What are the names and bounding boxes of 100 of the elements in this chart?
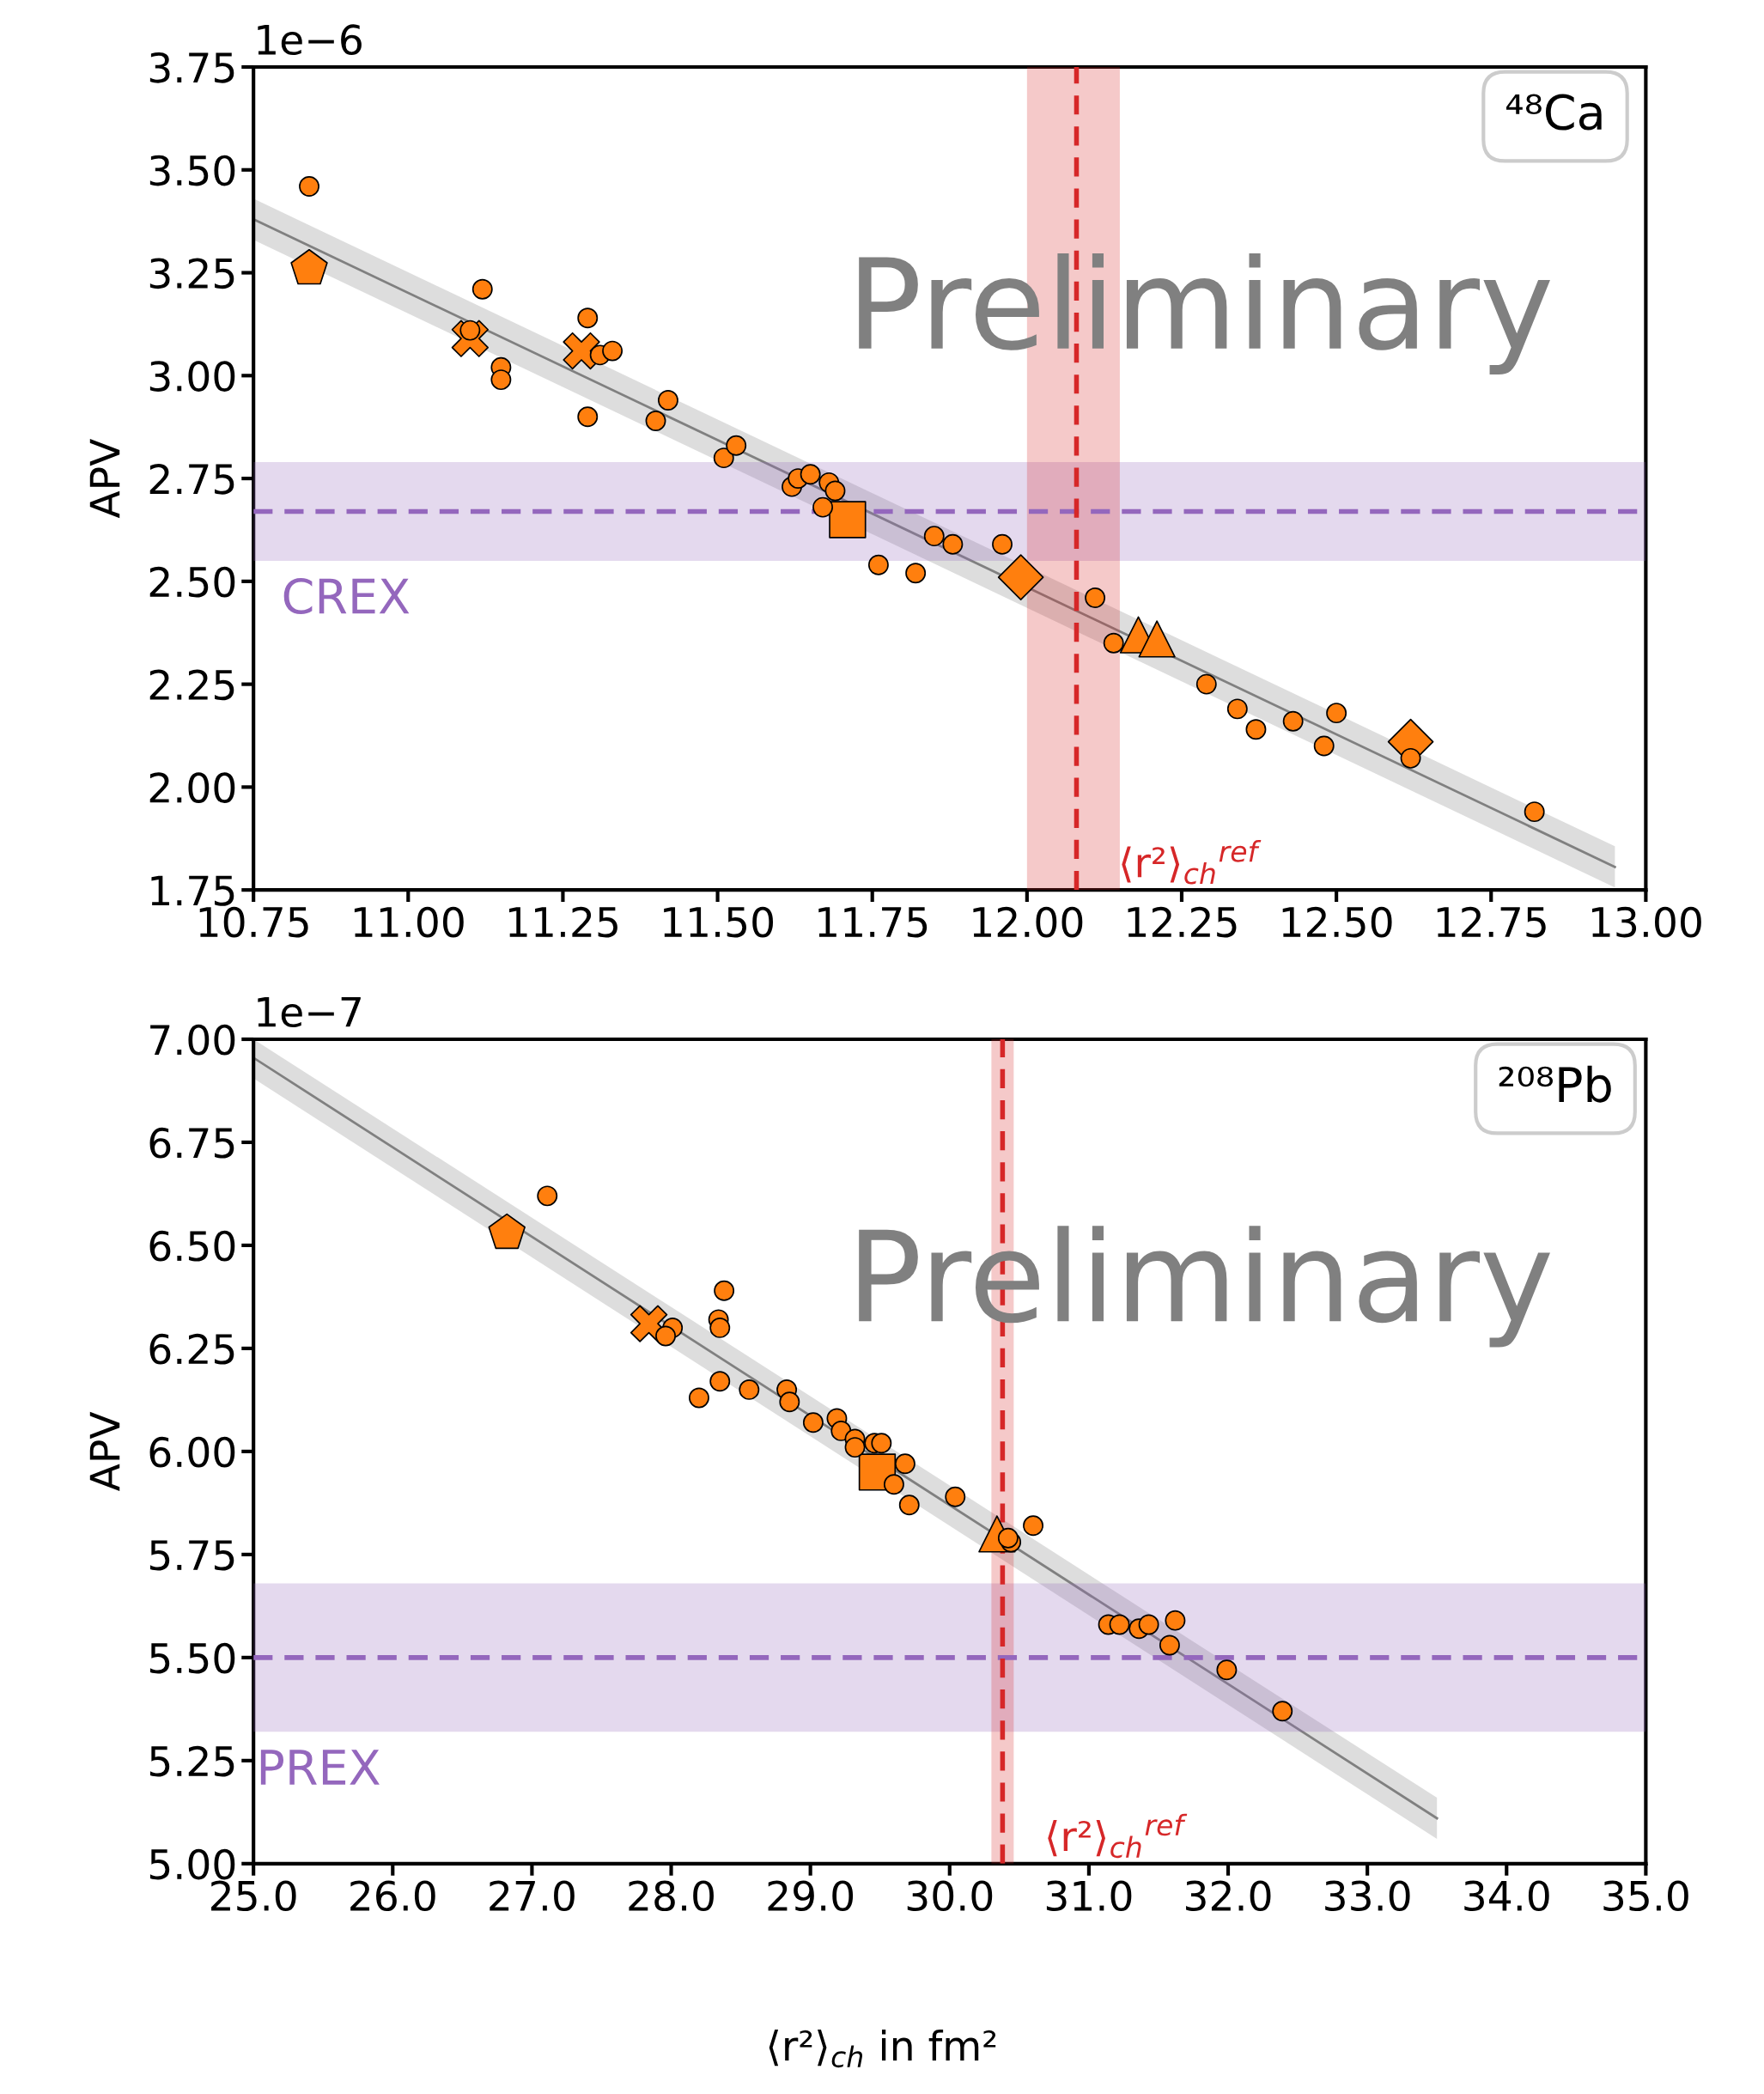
point bbox=[563, 332, 600, 370]
point bbox=[883, 1474, 904, 1495]
point bbox=[726, 435, 747, 456]
x-tick-label: 32.0 bbox=[1186, 1880, 1271, 1912]
y-tick-label: 2.00 bbox=[149, 772, 235, 803]
y-tick-label: 5.75 bbox=[149, 1540, 234, 1571]
point bbox=[1109, 1614, 1130, 1635]
point bbox=[490, 369, 512, 391]
point bbox=[1138, 1614, 1159, 1635]
point bbox=[779, 1391, 800, 1413]
text: 1e−7 bbox=[258, 996, 361, 1028]
band-label: CREX bbox=[283, 578, 410, 615]
point bbox=[709, 1371, 731, 1392]
point bbox=[1159, 1634, 1180, 1656]
x-tick-label: 29.0 bbox=[768, 1880, 854, 1912]
point bbox=[714, 1280, 735, 1301]
y-axis-title: APV bbox=[89, 1411, 120, 1492]
x-tick-label: 11.00 bbox=[354, 906, 464, 938]
point bbox=[824, 480, 846, 502]
y-tick-label: 2.25 bbox=[149, 669, 234, 701]
point bbox=[1282, 710, 1304, 732]
point bbox=[299, 175, 319, 197]
point bbox=[894, 1453, 915, 1475]
x-tick-label: 31.0 bbox=[1046, 1880, 1132, 1912]
band-label: PREX bbox=[260, 1750, 380, 1785]
point bbox=[829, 501, 867, 539]
y-tick-label: 6.25 bbox=[149, 1333, 234, 1365]
point bbox=[488, 1213, 526, 1250]
ref-line-label: ⟨r²⟩$_{ch}$$^{ref}$ bbox=[1048, 1813, 1188, 1859]
x-tick-label: 28.0 bbox=[629, 1880, 714, 1912]
point bbox=[898, 1494, 920, 1516]
point bbox=[830, 1420, 852, 1441]
point bbox=[844, 1437, 866, 1458]
point bbox=[992, 533, 1013, 555]
point bbox=[1195, 673, 1217, 695]
x-tick-label: 27.0 bbox=[490, 1880, 575, 1912]
point bbox=[1023, 1515, 1043, 1537]
point bbox=[657, 390, 678, 411]
text: 1e−6 bbox=[258, 24, 362, 56]
point bbox=[997, 554, 1044, 600]
x-tick-label: 11.25 bbox=[509, 906, 617, 938]
point bbox=[905, 563, 927, 584]
point bbox=[802, 1412, 824, 1434]
point bbox=[871, 1433, 892, 1454]
annotation: Preliminary bbox=[859, 1226, 1550, 1348]
point bbox=[1138, 620, 1176, 658]
point bbox=[645, 411, 666, 431]
y-tick-label: 5.25 bbox=[149, 1745, 234, 1777]
x-tick-label: 25.0 bbox=[211, 1880, 296, 1912]
y-tick-label: 3.00 bbox=[149, 361, 235, 392]
annotation: ²⁰⁸Pb bbox=[1499, 1065, 1611, 1103]
y-tick-label: 5.50 bbox=[149, 1642, 235, 1674]
y-tick-label: 3.50 bbox=[149, 155, 235, 186]
y-tick-label: 6.50 bbox=[149, 1230, 235, 1262]
x-tick-label: 30.0 bbox=[907, 1880, 993, 1912]
point bbox=[945, 1486, 966, 1507]
x-tick-label: 13.00 bbox=[1591, 906, 1701, 938]
point bbox=[689, 1387, 709, 1409]
y-tick-label: 6.75 bbox=[149, 1127, 234, 1159]
point bbox=[1226, 698, 1248, 720]
point bbox=[1326, 703, 1347, 724]
x-tick-label: 26.0 bbox=[350, 1880, 435, 1912]
x-tick-label: 34.0 bbox=[1464, 1880, 1549, 1912]
x-tick-label: 12.00 bbox=[973, 906, 1083, 938]
point bbox=[471, 278, 493, 300]
point bbox=[537, 1185, 558, 1207]
x-tick-label: 11.50 bbox=[664, 906, 774, 938]
y-tick-label: 1.75 bbox=[151, 875, 234, 906]
annotation: ⁴⁸Ca bbox=[1506, 94, 1602, 131]
x-tick-label: 10.75 bbox=[199, 906, 308, 938]
x-tick-label: 33.0 bbox=[1325, 1880, 1410, 1912]
point bbox=[577, 406, 599, 428]
point bbox=[1313, 735, 1335, 757]
point bbox=[602, 340, 623, 362]
point bbox=[709, 1317, 731, 1338]
y-tick-label: 3.75 bbox=[149, 52, 234, 83]
x-tick-label: 12.25 bbox=[1128, 906, 1237, 938]
point bbox=[1524, 801, 1545, 823]
point bbox=[867, 554, 889, 575]
y-tick-label: 7.00 bbox=[150, 1024, 235, 1056]
point bbox=[1400, 747, 1421, 769]
y-tick-label: 6.00 bbox=[149, 1436, 235, 1468]
point bbox=[577, 307, 599, 329]
point bbox=[1245, 719, 1267, 740]
x-tick-label: 12.75 bbox=[1437, 906, 1546, 938]
y-tick-label: 2.75 bbox=[149, 463, 234, 495]
x-tick-label: 12.50 bbox=[1282, 906, 1392, 938]
point bbox=[739, 1379, 760, 1400]
point bbox=[1272, 1701, 1293, 1722]
point bbox=[800, 464, 821, 485]
point bbox=[1085, 587, 1106, 608]
point bbox=[942, 533, 964, 555]
y-axis-title: APV bbox=[89, 438, 120, 519]
point bbox=[713, 447, 734, 469]
annotation: Preliminary bbox=[859, 253, 1550, 375]
y-tick-label: 5.00 bbox=[149, 1848, 235, 1880]
y-tick-label: 3.25 bbox=[149, 258, 234, 289]
point bbox=[655, 1325, 676, 1347]
x-tick-label: 35.0 bbox=[1603, 1880, 1688, 1912]
point bbox=[812, 496, 834, 518]
